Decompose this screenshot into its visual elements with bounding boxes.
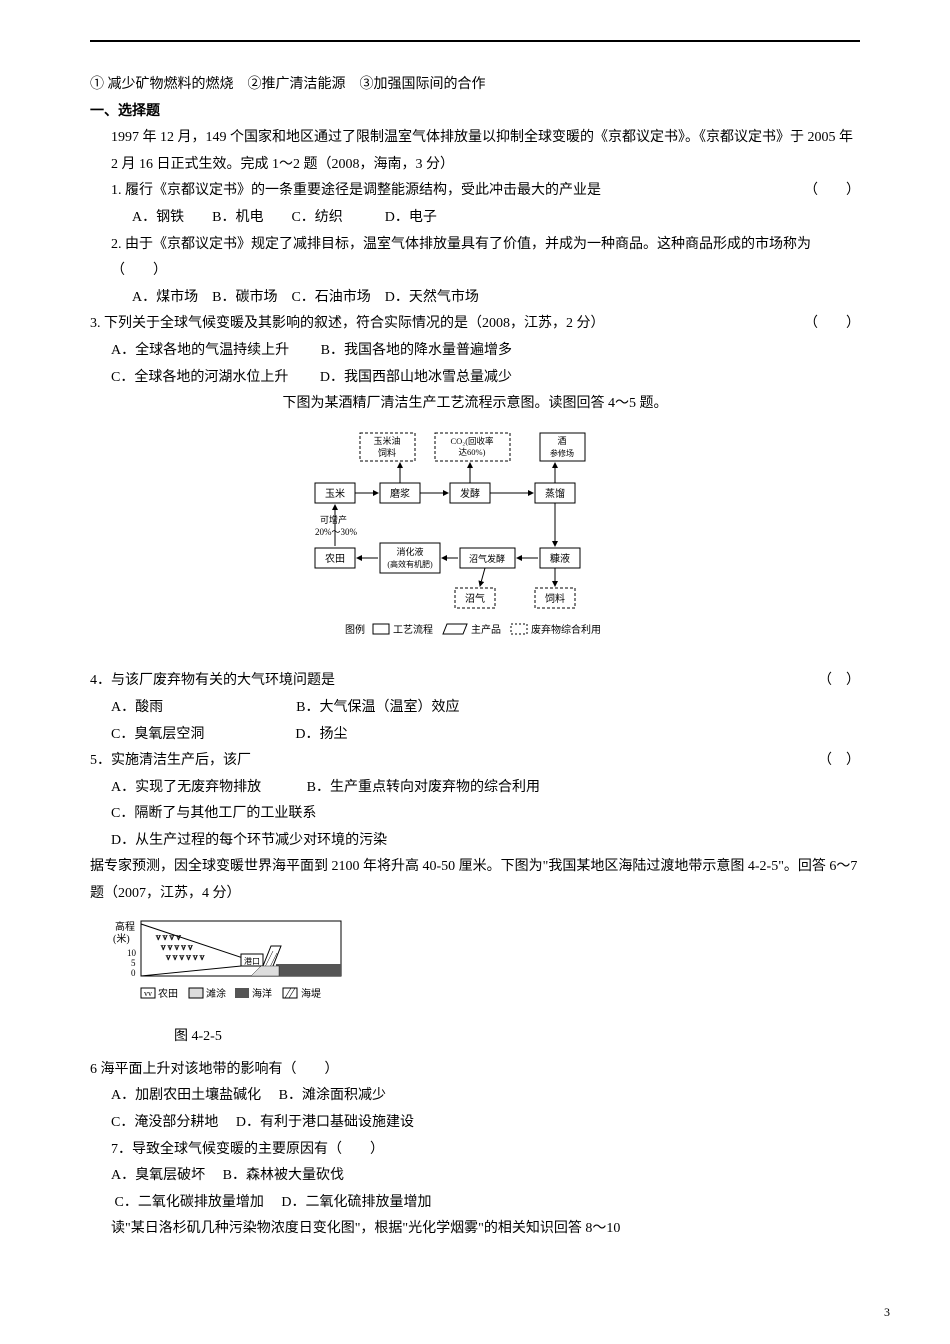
- svg-text:海堤: 海堤: [301, 987, 321, 1000]
- q3-paren: （ ）: [790, 311, 860, 338]
- q5-stem: 5．实施清洁生产后，该厂: [90, 748, 804, 775]
- q7-row2: C．二氧化碳排放量增加 D．二氧化硫排放量增加: [90, 1190, 860, 1217]
- q5-row1: A．实现了无废弃物排放 B．生产重点转向对废弃物的综合利用: [90, 775, 860, 802]
- q3-row2: C．全球各地的河湖水位上升 D．我国西部山地冰雪总量减少: [90, 365, 860, 392]
- q5-stem-row: 5．实施清洁生产后，该厂 （ ）: [90, 748, 860, 775]
- q1-options: A．钢铁 B．机电 C．纺织 D．电子: [90, 205, 860, 232]
- svg-text:滩涂: 滩涂: [206, 987, 226, 1000]
- q7-optD: D．二氧化硫排放量增加: [281, 1195, 431, 1210]
- q4-paren: （ ）: [804, 668, 860, 695]
- box-distill: 蒸馏: [545, 487, 565, 500]
- q4-row2: C．臭氧层空洞 D．扬尘: [90, 722, 860, 749]
- q3-optB: B．我国各地的降水量普遍增多: [321, 343, 512, 358]
- q5-optB: B．生产重点转向对废弃物的综合利用: [307, 780, 540, 795]
- top-rule: [90, 40, 860, 42]
- q1-stem: 1. 履行《京都议定书》的一条重要途径是调整能源结构，受此冲击最大的产业是: [111, 178, 790, 205]
- q2-options: A．煤市场 B．碳市场 C．石油市场 D．天然气市场: [90, 285, 860, 312]
- box-feed: 饲料: [545, 592, 565, 605]
- q1-paren: （ ）: [790, 178, 860, 205]
- intro-options: ① 减少矿物燃料的燃烧 ②推广清洁能源 ③加强国际间的合作: [90, 72, 860, 99]
- fig1-flowchart: 玉米油 饲料 CO₂(回收率 达60%) 酒 参修场 玉米 磨浆 发酵 蒸馏 可…: [90, 428, 860, 659]
- svg-text:达60%): 达60%): [459, 447, 486, 457]
- box-corn-oil: 玉米油: [373, 435, 400, 446]
- q6-stem: 6 海平面上升对该地带的影响有（ ）: [90, 1057, 860, 1084]
- q1-stem-row: 1. 履行《京都议定书》的一条重要途径是调整能源结构，受此冲击最大的产业是 （ …: [90, 178, 860, 205]
- box-co2: CO₂(回收率: [450, 436, 494, 446]
- box-biogasfer: 沼气发酵: [469, 553, 505, 564]
- q4-row1: A．酸雨 B．大气保温（温室）效应: [90, 695, 860, 722]
- fig2-y5: 5: [131, 958, 136, 968]
- q3-stem-row: 3. 下列关于全球气候变暖及其影响的叙述，符合实际情况的是（2008，江苏，2 …: [90, 311, 860, 338]
- q5-optC: C．隔断了与其他工厂的工业联系: [90, 801, 860, 828]
- svg-text:饲料: 饲料: [378, 447, 396, 458]
- q4-stem: 4．与该厂废弃物有关的大气环境问题是: [90, 668, 804, 695]
- q4-optA: A．酸雨: [111, 700, 163, 715]
- sea-intro: 据专家预测，因全球变暖世界海平面到 2100 年将升高 40-50 厘米。下图为…: [90, 854, 860, 907]
- q7-stem: 7．导致全球气候变暖的主要原因有（ ）: [90, 1137, 860, 1164]
- q2-stem: 2. 由于《京都议定书》规定了减排目标，温室气体排放量具有了价值，并成为一种商品…: [90, 232, 860, 285]
- fig2-y0: 0: [131, 968, 136, 978]
- q6-optB: B．滩涂面积减少: [279, 1088, 386, 1103]
- q3-row1: A．全球各地的气温持续上升 B．我国各地的降水量普遍增多: [90, 338, 860, 365]
- fig2-y10: 10: [127, 948, 137, 958]
- svg-text:v v v v v v: v v v v v v: [166, 952, 205, 962]
- svg-text:(米): (米): [113, 932, 130, 945]
- svg-text:主产品: 主产品: [471, 623, 501, 636]
- q7-optA: A．臭氧层破坏: [111, 1168, 205, 1183]
- svg-text:(高效有机肥): (高效有机肥): [387, 559, 433, 569]
- q5-paren: （ ）: [804, 748, 860, 775]
- q6-row1: A．加剧农田土壤盐碱化 B．滩涂面积减少: [90, 1083, 860, 1110]
- svg-text:废弃物综合利用: 废弃物综合利用: [531, 623, 601, 636]
- box-digest: 消化液: [396, 546, 423, 557]
- q6-optD: D．有利于港口基础设施建设: [236, 1115, 414, 1130]
- box-biogas: 沼气: [465, 592, 485, 605]
- q4-optC: C．臭氧层空洞: [111, 727, 204, 742]
- svg-text:工艺流程: 工艺流程: [393, 623, 433, 636]
- fig2-ylabel: 高程: [115, 920, 135, 933]
- svg-text:参修场: 参修场: [550, 448, 574, 458]
- fig2-port: 港口: [244, 956, 260, 966]
- text-increase: 可增产: [320, 514, 347, 525]
- q4-optD: D．扬尘: [295, 727, 347, 742]
- q6-optC: C．淹没部分耕地: [111, 1115, 218, 1130]
- svg-text:海洋: 海洋: [252, 987, 272, 1000]
- kyoto-intro: 1997 年 12 月，149 个国家和地区通过了限制温室气体排放量以抑制全球变…: [90, 125, 860, 178]
- q6-row2: C．淹没部分耕地 D．有利于港口基础设施建设: [90, 1110, 860, 1137]
- box-alcohol: 酒: [557, 436, 566, 446]
- box-corn: 玉米: [325, 487, 345, 500]
- svg-text:农田: 农田: [158, 987, 178, 1000]
- fig1-intro: 下图为某酒精厂清洁生产工艺流程示意图。读图回答 4～5 题。: [90, 391, 860, 418]
- q6-optA: A．加剧农田土壤盐碱化: [111, 1088, 261, 1103]
- q7-row1: A．臭氧层破坏 B．森林被大量砍伐: [90, 1163, 860, 1190]
- box-ferment: 发酵: [460, 487, 480, 500]
- q5-optA: A．实现了无废弃物排放: [111, 780, 261, 795]
- fig1-legend-label: 图例: [345, 623, 365, 636]
- q3-optC: C．全球各地的河湖水位上升: [111, 370, 288, 385]
- box-grind: 磨浆: [390, 487, 410, 500]
- page-number: 3: [884, 1301, 890, 1324]
- svg-text:vv: vv: [144, 989, 152, 998]
- q4-optB: B．大气保温（温室）效应: [296, 700, 459, 715]
- svg-text:v v v v v: v v v v v: [161, 942, 193, 952]
- q8-intro: 读"某日洛杉矶几种污染物浓度日变化图"，根据"光化学烟雾"的相关知识回答 8～1…: [90, 1216, 860, 1243]
- box-waste: 糠液: [550, 552, 570, 565]
- q4-stem-row: 4．与该厂废弃物有关的大气环境问题是 （ ）: [90, 668, 860, 695]
- q7-optB: B．森林被大量砍伐: [223, 1168, 344, 1183]
- q3-optA: A．全球各地的气温持续上升: [111, 343, 289, 358]
- flowchart-svg: 玉米油 饲料 CO₂(回收率 达60%) 酒 参修场 玉米 磨浆 发酵 蒸馏 可…: [295, 428, 655, 648]
- fig2-caption: 图 4-2-5: [90, 1024, 860, 1051]
- svg-text:20%～30%: 20%～30%: [315, 527, 357, 537]
- q5-optD: D．从生产过程的每个环节减少对环境的污染: [90, 828, 860, 855]
- q3-stem: 3. 下列关于全球气候变暖及其影响的叙述，符合实际情况的是（2008，江苏，2 …: [90, 311, 790, 338]
- q7-optC: C．二氧化碳排放量增加: [115, 1195, 264, 1210]
- fig2-svg: 高程 (米) 10 5 0 v v v v v v v v v v v v v …: [111, 916, 361, 1006]
- svg-text:v v v v: v v v v: [156, 932, 181, 942]
- section-heading: 一、选择题: [90, 99, 860, 126]
- box-field: 农田: [325, 552, 345, 565]
- fig2-diagram: 高程 (米) 10 5 0 v v v v v v v v v v v v v …: [111, 916, 860, 1017]
- q3-optD: D．我国西部山地冰雪总量减少: [320, 370, 512, 385]
